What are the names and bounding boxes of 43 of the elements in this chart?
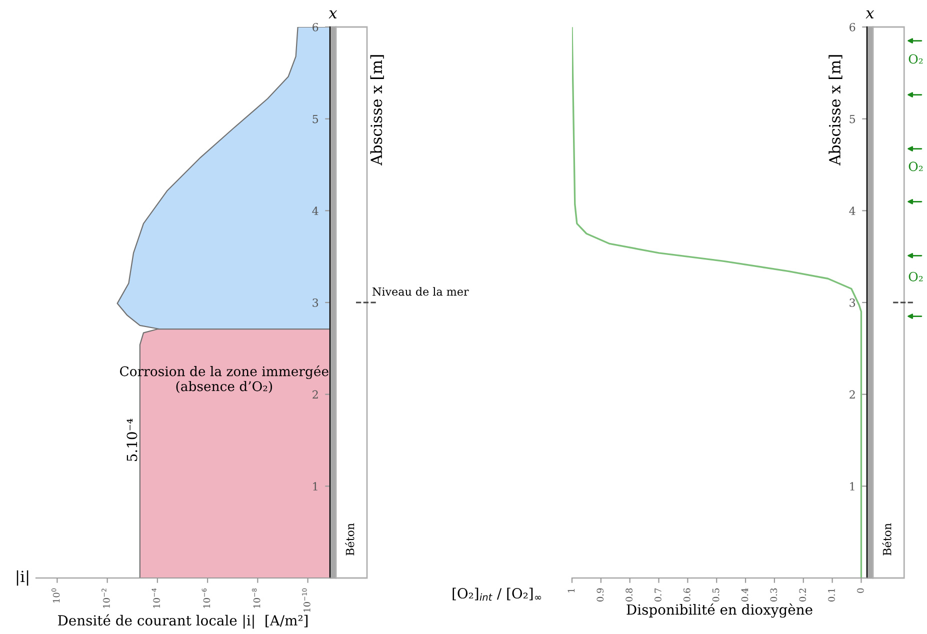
x-tick-label: 10$^{−6}$ (202, 588, 210, 608)
x-tick-label: 10$^{−2}$ (102, 588, 110, 608)
annotation: 5.10⁻⁴ (126, 418, 138, 461)
x-tick-label: 10$^{0}$ (51, 588, 60, 603)
y-axis-title: Abscisse x [m] (828, 55, 842, 166)
text: O₂ (908, 162, 923, 172)
text: Béton (882, 523, 892, 556)
text: Béton (345, 523, 354, 556)
ref-line-label: Niveau de la mer (372, 287, 469, 296)
x-tick-label: 0.1 (828, 589, 835, 602)
x-tick-label: 1 (568, 589, 574, 592)
text: [O₂]$_{int}$ / [O₂]$_{∞}$ (452, 588, 541, 601)
text: x (866, 10, 874, 18)
x-axis-title: Densité de courant locale |i| [A/m²] (58, 614, 308, 629)
y-tick-label: 4 (312, 206, 318, 215)
text: |i| (16, 570, 28, 586)
x-axis-title: Disponibilité en dioxygène (626, 603, 812, 618)
text: O₂ (908, 272, 923, 282)
y-tick-label: 4 (849, 206, 856, 215)
y-tick-label: 1 (313, 482, 318, 490)
x-tick-label: 0.9 (596, 588, 604, 602)
y-tick-label: 3 (312, 298, 318, 307)
text: O₂ (908, 54, 923, 64)
y-tick-label: 2 (312, 390, 318, 399)
y-axis-title: Abscisse x [m] (370, 55, 384, 166)
y-tick-label: 6 (850, 22, 856, 32)
x-tick-label: 10$^{−10}$ (302, 588, 310, 612)
x-tick-label: 10$^{−4}$ (152, 588, 160, 608)
y-tick-label: 5 (312, 114, 318, 124)
y-tick-label: 2 (850, 390, 855, 399)
y-tick-label: 5 (850, 114, 856, 124)
x-tick-label: 0.5 (712, 588, 720, 602)
x-tick-label: 0.4 (741, 588, 748, 602)
y-tick-label: 1 (850, 482, 854, 490)
x-tick-label: 0.2 (799, 588, 806, 602)
x-tick-label: 10$^{−8}$ (252, 588, 260, 608)
x-tick-label: 0.8 (626, 588, 632, 602)
x-tick-label: 0.3 (770, 588, 778, 602)
x-tick-label: 0 (857, 588, 864, 593)
y-tick-label: 3 (850, 298, 856, 307)
x-tick-label: 0.6 (683, 588, 690, 602)
text: x (328, 10, 338, 18)
x-tick-label: 0.7 (654, 588, 662, 602)
